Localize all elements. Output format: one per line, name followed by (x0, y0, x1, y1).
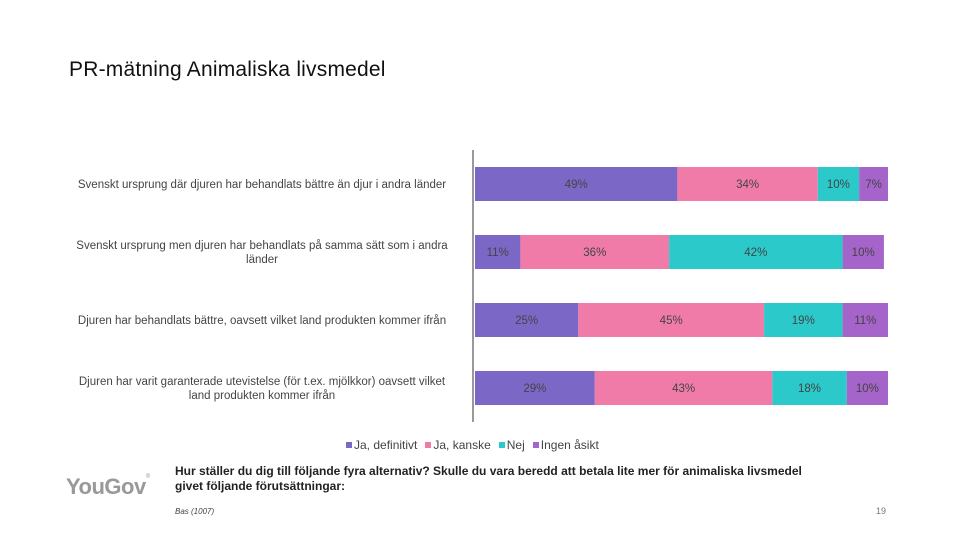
bar-segment (842, 303, 888, 337)
chart-legend: Ja, definitivt Ja, kanske Nej Ingen åsik… (346, 438, 599, 452)
data-label: 43% (672, 383, 695, 395)
data-label: 18% (798, 383, 821, 395)
data-label: 34% (736, 179, 759, 191)
page-title: PR-mätning Animaliska livsmedel (69, 58, 386, 81)
bar-segment (475, 303, 579, 337)
legend-label: Nej (506, 438, 525, 452)
data-label: 10% (852, 247, 875, 259)
bar-segment (817, 167, 860, 201)
bar-segment (520, 235, 670, 269)
bar-segment (677, 167, 818, 201)
bar-segment (842, 235, 884, 269)
legend-item-nej: Nej (498, 438, 525, 452)
data-label: 7% (865, 179, 882, 191)
category-label: Djuren har varit garanterade utevistelse… (79, 376, 446, 402)
bar-segment (475, 235, 521, 269)
category-label: Svenskt ursprung där djuren har behandla… (78, 179, 446, 191)
data-label: 10% (827, 179, 850, 191)
legend-item-ja-definitivt: Ja, definitivt (346, 438, 417, 452)
bar-segment (772, 371, 847, 405)
data-label: 25% (515, 315, 538, 327)
logo-text: YouGov (66, 474, 146, 499)
bar-segment (475, 371, 595, 405)
bar-segment (669, 235, 843, 269)
legend-item-ingen-asikt: Ingen åsikt (532, 438, 599, 452)
bar-segment (594, 371, 773, 405)
bar-segment (846, 371, 888, 405)
category-label: Svenskt ursprung men djuren har behandla… (76, 240, 448, 266)
data-label: 19% (792, 315, 815, 327)
data-label: 29% (523, 383, 546, 395)
bar-segment (475, 167, 678, 201)
legend-swatch (498, 442, 505, 448)
bar-segment (859, 167, 888, 201)
page-number: 19 (876, 506, 887, 516)
legend-label: Ja, kanske (433, 438, 491, 452)
data-label: 10% (856, 383, 879, 395)
data-label: 42% (744, 247, 767, 259)
survey-question: Hur ställer du dig till följande fyra al… (175, 464, 802, 493)
bar-segment (578, 303, 765, 337)
data-label: 49% (565, 179, 588, 191)
legend-item-ja-kanske: Ja, kanske (425, 438, 491, 452)
category-label: Djuren har behandlats bättre, oavsett vi… (78, 315, 446, 327)
logo-mark: ® (145, 474, 150, 480)
data-label: 11% (487, 247, 509, 259)
legend-label: Ingen åsikt (540, 438, 599, 452)
legend-label: Ja, definitivt (354, 438, 418, 452)
legend-swatch (425, 442, 432, 448)
base-note: Bas (1007) (175, 507, 215, 516)
bar-segment (764, 303, 843, 337)
data-label: 36% (583, 247, 606, 259)
legend-swatch (346, 442, 352, 448)
yougov-logo: YouGov® (66, 474, 150, 500)
legend-swatch (532, 442, 539, 448)
data-label: 11% (854, 315, 876, 327)
data-label: 45% (660, 315, 683, 327)
